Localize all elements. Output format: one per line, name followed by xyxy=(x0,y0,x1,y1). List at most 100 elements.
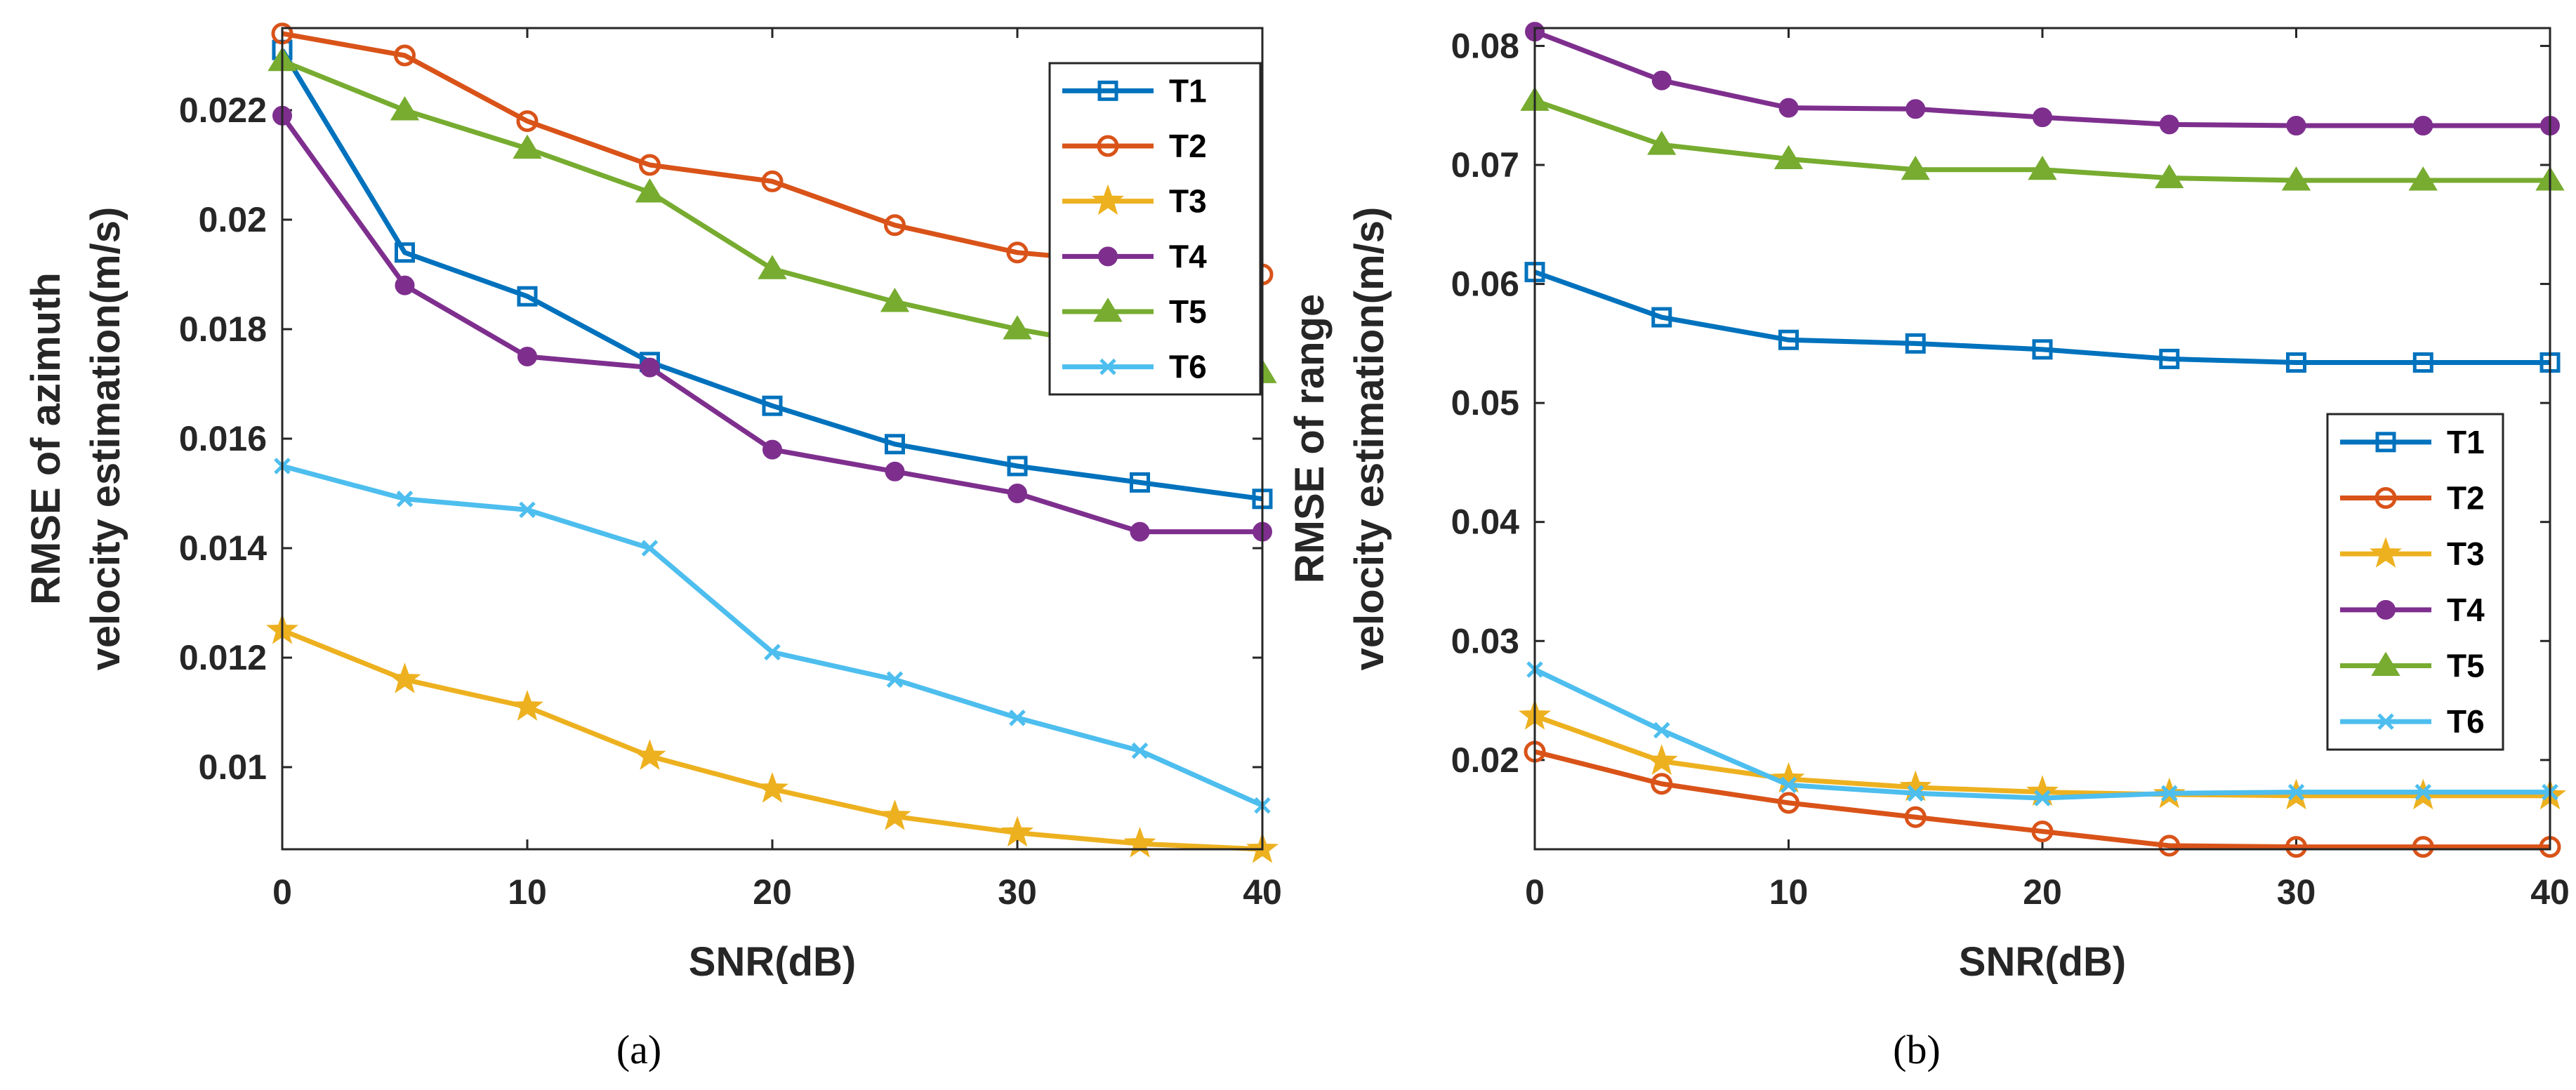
data-point-t1 xyxy=(885,434,905,455)
data-point-t6 xyxy=(396,491,414,507)
legend-item-t1: T1 xyxy=(1062,72,1207,109)
legend-item-t5: T5 xyxy=(2340,648,2485,684)
legend-item-t2: T2 xyxy=(2340,480,2485,517)
data-point-t4 xyxy=(1008,484,1027,503)
y-tick-label: 0.08 xyxy=(1451,26,1519,65)
data-point-t4 xyxy=(1130,521,1150,542)
series-t6 xyxy=(1526,661,2558,806)
data-point-t3 xyxy=(388,662,421,693)
legend-marker xyxy=(2376,599,2396,620)
data-point-t5 xyxy=(2408,166,2438,191)
legend-label: T3 xyxy=(2447,536,2485,572)
data-point-t6 xyxy=(1653,722,1670,739)
data-point-t2 xyxy=(761,170,784,192)
y-tick-label: 0.03 xyxy=(1451,621,1519,660)
data-point-t1 xyxy=(2159,348,2180,369)
data-point-t1 xyxy=(1130,472,1150,493)
series-line-t1 xyxy=(1533,270,2550,365)
legend-item-t4: T4 xyxy=(1062,238,1207,274)
data-point-t2 xyxy=(2285,836,2307,858)
x-tick-label: 40 xyxy=(1243,872,1282,912)
legend-item-t4: T4 xyxy=(2340,592,2485,628)
panel-caption: (b) xyxy=(1893,1027,1941,1072)
x-axis-label: SNR(dB) xyxy=(689,939,856,985)
chart-a: 0 10 20 30 40 0.01 0.012 0.014 0.016 0.018 0.02 0.0… xyxy=(23,22,1282,1072)
y-axis-label-line1: RMSE of range xyxy=(1287,294,1333,584)
data-point-t5 xyxy=(2281,166,2311,191)
y-tick-label: 0.02 xyxy=(199,200,267,239)
data-point-t1 xyxy=(2032,339,2053,360)
data-point-t6 xyxy=(2160,785,2178,802)
data-point-t3 xyxy=(1645,744,1678,776)
data-point-t4 xyxy=(1905,99,1926,119)
legend-label: T1 xyxy=(2447,424,2485,460)
legend-label: T2 xyxy=(2447,480,2485,517)
legend-marker xyxy=(1091,184,1125,215)
data-point-t6 xyxy=(1780,776,1797,794)
data-point-t4 xyxy=(1651,70,1672,91)
plot-frame xyxy=(281,27,1264,851)
x-axis-label: SNR(dB) xyxy=(1959,939,2126,985)
data-point-t4 xyxy=(2413,116,2433,136)
legend-label: T5 xyxy=(2447,648,2485,684)
data-point-t5 xyxy=(880,288,910,312)
y-tick-label: 0.018 xyxy=(179,310,267,349)
legend-marker xyxy=(1093,298,1123,322)
legend-box xyxy=(1048,62,1262,396)
data-point-t6 xyxy=(2415,783,2432,801)
data-point-t5 xyxy=(758,255,787,279)
data-point-t2 xyxy=(394,44,416,67)
series-t4 xyxy=(1525,22,2560,136)
data-point-t5 xyxy=(1647,131,1677,155)
legend-item-t3: T3 xyxy=(1062,183,1207,220)
data-point-t6 xyxy=(764,644,781,660)
legend-marker xyxy=(2375,432,2396,453)
legend-label: T2 xyxy=(1169,128,1207,164)
data-point-t4 xyxy=(2286,116,2306,136)
series-line-t1 xyxy=(280,48,1263,502)
legend-box xyxy=(2326,413,2504,751)
data-point-t3 xyxy=(755,771,789,803)
data-point-t5 xyxy=(635,178,665,203)
data-point-t4 xyxy=(2159,114,2179,135)
data-point-t5 xyxy=(2155,164,2184,189)
data-point-t6 xyxy=(2287,783,2305,801)
y-tick-label: 0.022 xyxy=(179,91,267,130)
data-point-t5 xyxy=(2028,155,2057,180)
data-point-t5 xyxy=(1774,145,1804,170)
data-point-t6 xyxy=(1009,710,1026,726)
y-tick-label: 0.02 xyxy=(1451,740,1519,780)
data-point-t1 xyxy=(395,242,415,263)
data-point-t1 xyxy=(762,395,783,416)
y-tick-label: 0.014 xyxy=(179,529,267,568)
chart-b: 0 10 20 30 40 0.02 0.03 0.04 0.05 0.06 0.07 0.08 SNR… xyxy=(1287,22,2570,1072)
legend-marker xyxy=(1099,358,1116,375)
data-point-t4 xyxy=(1778,98,1799,118)
legend-label: T4 xyxy=(1169,238,1207,274)
series-line-t2 xyxy=(1534,749,2550,850)
x-tick-label: 40 xyxy=(2530,872,2570,912)
y-tick-label: 0.01 xyxy=(199,747,267,787)
data-point-t2 xyxy=(516,110,539,133)
data-point-t1 xyxy=(1007,456,1028,477)
legend-label: T6 xyxy=(2447,703,2485,740)
legend-marker xyxy=(1097,135,1119,157)
legend-marker xyxy=(2377,713,2394,730)
legend-item-t2: T2 xyxy=(1062,128,1207,164)
legend-marker xyxy=(2371,651,2400,676)
data-point-t1 xyxy=(1905,333,1926,354)
data-point-t1 xyxy=(1651,307,1672,328)
data-point-t2 xyxy=(1651,773,1673,795)
data-point-t4 xyxy=(762,439,782,460)
data-point-t2 xyxy=(1778,792,1799,814)
y-tick-label: 0.05 xyxy=(1451,383,1519,423)
x-tick-label: 10 xyxy=(1769,872,1809,912)
legend-item-t6: T6 xyxy=(2340,703,2485,740)
y-tick-label: 0.04 xyxy=(1451,503,1520,542)
x-tick-label: 30 xyxy=(998,872,1037,912)
x-tick-label: 0 xyxy=(272,872,292,912)
data-point-t5 xyxy=(513,134,542,159)
data-point-t2 xyxy=(1006,241,1029,264)
legend-marker xyxy=(2374,487,2397,509)
